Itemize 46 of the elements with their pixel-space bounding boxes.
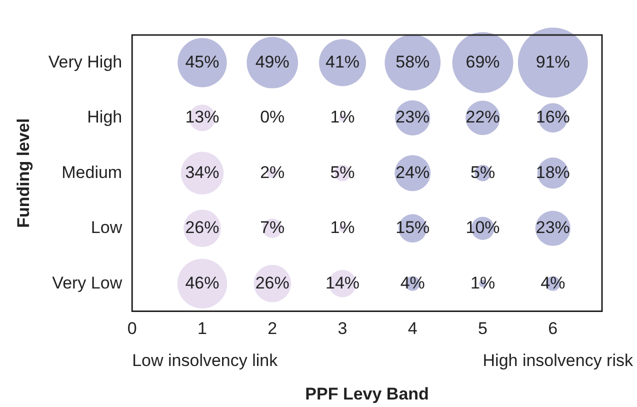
data-label: 10% — [466, 218, 500, 238]
y-axis-title: Funding level — [14, 118, 33, 228]
text: 0% — [260, 108, 285, 127]
x-tick-label: 6 — [548, 319, 558, 338]
x-tick-label: 2 — [268, 319, 278, 338]
data-label: 23% — [396, 108, 430, 127]
data-label: 58% — [396, 52, 430, 72]
y-tick-label: Very High — [48, 52, 122, 72]
text: High insolvency risk — [482, 350, 634, 370]
data-label: 22% — [466, 108, 500, 127]
data-label: 26% — [185, 218, 220, 238]
y-tick-label: High — [87, 108, 122, 127]
data-label: 45% — [185, 52, 220, 72]
data-label: 7% — [260, 218, 285, 238]
data-label: 5% — [470, 162, 496, 182]
x-tick-label: 4 — [408, 319, 418, 338]
data-label: 69% — [466, 52, 500, 72]
data-label: 1% — [330, 108, 355, 127]
data-label: 49% — [255, 52, 290, 72]
data-label: 15% — [396, 218, 430, 238]
x-tick-label: 0 — [127, 319, 137, 338]
data-label: 1% — [470, 273, 496, 292]
y-tick-label: Low — [90, 218, 123, 238]
data-label: 34% — [185, 162, 220, 182]
text: Low insolvency link — [132, 350, 278, 370]
data-label: 23% — [536, 218, 570, 238]
x-tick-label: 3 — [338, 319, 348, 338]
data-label: 4% — [540, 273, 566, 292]
data-label: 91% — [536, 52, 570, 72]
data-label: 4% — [400, 273, 425, 292]
y-tick-label: Very Low — [52, 273, 123, 292]
data-label: 5% — [330, 162, 355, 182]
data-label: 41% — [325, 52, 360, 72]
y-tick-label: Medium — [62, 162, 122, 182]
data-label: 2% — [260, 162, 285, 182]
data-label: 14% — [325, 273, 360, 292]
data-label: 46% — [185, 273, 220, 292]
data-label: 24% — [396, 162, 430, 182]
data-label: 1% — [330, 218, 355, 238]
data-label: 18% — [536, 162, 570, 182]
x-axis-title: PPF Levy Band — [305, 384, 429, 404]
data-label: 13% — [185, 108, 220, 127]
data-label: 16% — [536, 108, 570, 127]
x-tick-label: 5 — [478, 319, 488, 338]
x-tick-label: 1 — [198, 319, 207, 338]
data-label: 26% — [255, 273, 290, 292]
